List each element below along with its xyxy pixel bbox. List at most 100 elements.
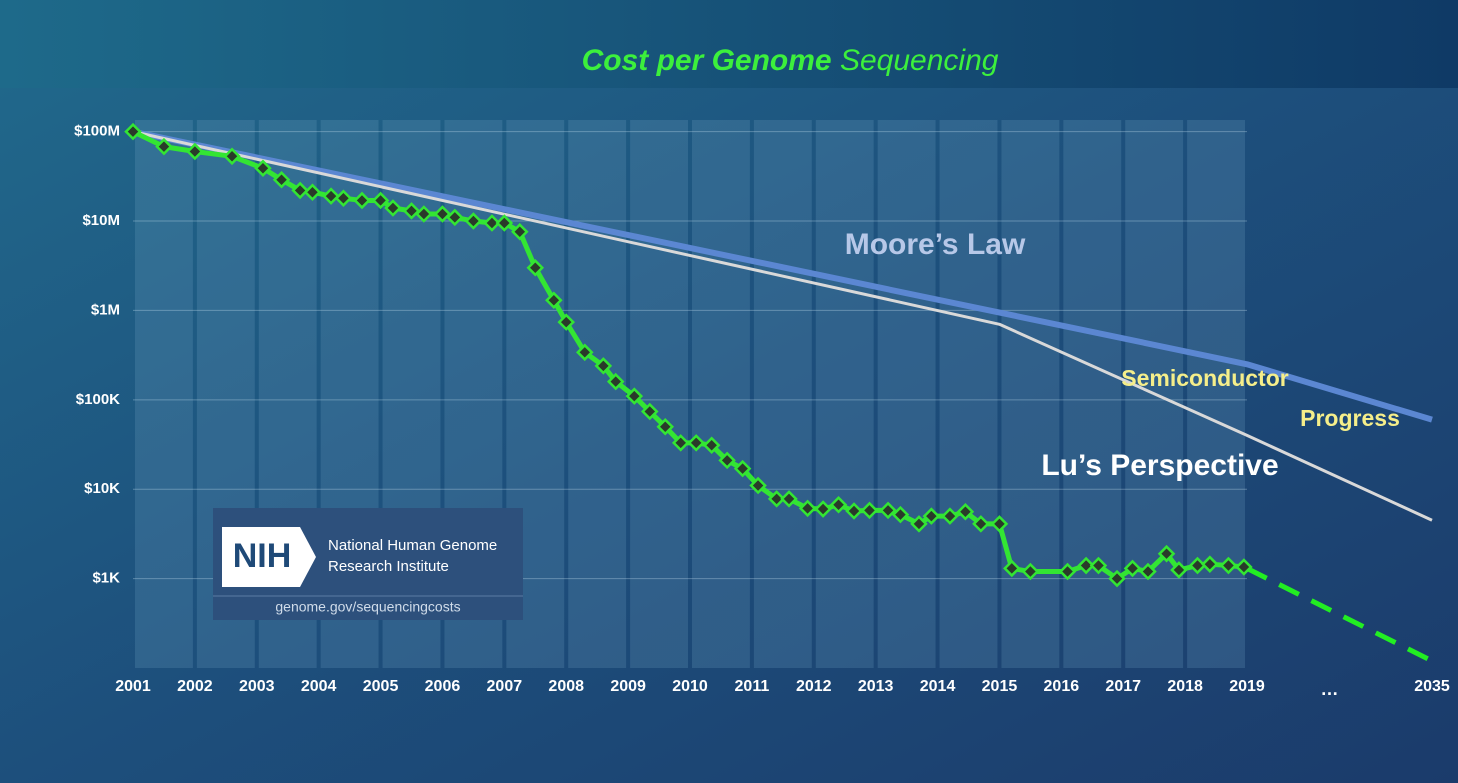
data-point xyxy=(606,372,625,391)
chart-title: Cost per Genome Sequencing xyxy=(582,44,999,77)
data-point xyxy=(1235,558,1253,576)
year-column xyxy=(939,120,998,668)
title-band xyxy=(0,0,1458,88)
data-point xyxy=(1077,556,1095,575)
data-point xyxy=(941,507,959,525)
x-tick-label: 2005 xyxy=(363,678,399,695)
data-point xyxy=(860,501,879,520)
data-point xyxy=(671,434,690,452)
x-tick-label: 2006 xyxy=(425,678,461,695)
x-tick-label: 2018 xyxy=(1167,678,1203,695)
x-tick-label: 2003 xyxy=(239,678,275,695)
data-point xyxy=(545,291,563,310)
x-tick-label: 2011 xyxy=(735,678,770,695)
y-tick-label: $100K xyxy=(76,391,120,408)
data-point xyxy=(990,515,1009,533)
data-point xyxy=(1170,561,1188,579)
data-point xyxy=(353,191,371,210)
data-point xyxy=(464,212,483,230)
x-tick-label: 2012 xyxy=(796,678,832,695)
data-point xyxy=(625,387,644,405)
title-bold: Cost per Genome xyxy=(582,44,832,77)
data-point xyxy=(511,222,529,241)
data-point xyxy=(576,343,594,362)
year-column xyxy=(568,120,627,668)
x-tick-label: 2010 xyxy=(672,678,708,695)
data-point xyxy=(749,476,767,495)
data-point xyxy=(1021,562,1040,581)
x-tick-label: 2017 xyxy=(1105,678,1141,695)
series-label: Moore’s Law xyxy=(845,228,1026,261)
data-point xyxy=(415,205,433,223)
data-point xyxy=(767,490,786,508)
x-tick-label: 2009 xyxy=(610,678,646,695)
data-point xyxy=(526,259,545,277)
data-point xyxy=(1108,569,1126,588)
data-point xyxy=(446,208,464,227)
year-column xyxy=(1063,120,1122,668)
data-point xyxy=(1003,559,1021,578)
logo: NIH National Human Genome Research Insti… xyxy=(213,508,523,620)
year-column xyxy=(815,120,874,668)
data-point xyxy=(594,357,613,375)
data-point xyxy=(371,191,390,210)
data-point xyxy=(1201,555,1219,573)
logo-badge xyxy=(222,527,316,587)
data-point xyxy=(223,147,241,166)
data-point xyxy=(798,499,817,518)
x-tick-label: 2004 xyxy=(301,678,337,695)
data-point xyxy=(845,502,863,520)
data-point xyxy=(402,202,421,220)
data-point xyxy=(702,436,721,455)
data-point xyxy=(495,214,514,232)
data-point xyxy=(910,515,928,533)
x-tick-label: 2002 xyxy=(177,678,213,695)
data-point xyxy=(1123,559,1142,578)
series-label: Lu’s Perspective xyxy=(1041,449,1278,482)
year-column xyxy=(1001,120,1060,668)
data-point xyxy=(384,199,402,217)
data-point xyxy=(814,500,832,518)
y-tick-label: $100M xyxy=(74,123,120,140)
data-point xyxy=(687,434,705,452)
data-point xyxy=(891,505,910,524)
data-point xyxy=(322,187,340,205)
x-tick-label: 2007 xyxy=(487,678,523,695)
data-point xyxy=(291,181,309,200)
x-tick-label: 2016 xyxy=(1044,678,1080,695)
x-tick-label: 2008 xyxy=(548,678,584,695)
data-point xyxy=(780,490,798,508)
y-tick-label: $1M xyxy=(91,301,120,318)
data-point xyxy=(879,501,897,520)
y-tick-label: $1K xyxy=(92,570,120,587)
data-point xyxy=(829,495,848,514)
data-point xyxy=(922,507,941,525)
data-point xyxy=(124,122,142,141)
year-column xyxy=(692,120,750,668)
data-point xyxy=(433,205,452,223)
year-column xyxy=(877,120,936,668)
data-point xyxy=(483,214,501,232)
data-point xyxy=(272,170,291,189)
x-tick-label: 2019 xyxy=(1229,678,1265,695)
year-column xyxy=(1187,120,1245,668)
x-tick-label: 2013 xyxy=(858,678,894,695)
data-point xyxy=(733,459,752,478)
data-point xyxy=(334,189,353,207)
x-tick-label: 2001 xyxy=(115,678,151,695)
data-point xyxy=(972,515,990,533)
logo-url: genome.gov/sequencingcosts xyxy=(275,599,460,615)
y-tick-label: $10K xyxy=(84,480,120,497)
year-column xyxy=(753,120,812,668)
data-point xyxy=(1157,544,1176,563)
data-point xyxy=(254,159,272,177)
data-point xyxy=(1089,556,1108,575)
annotation: Progress xyxy=(1300,405,1400,431)
data-point xyxy=(1219,556,1238,575)
data-point xyxy=(155,137,173,156)
data-point xyxy=(186,142,204,161)
logo-line: Research Institute xyxy=(328,558,449,575)
